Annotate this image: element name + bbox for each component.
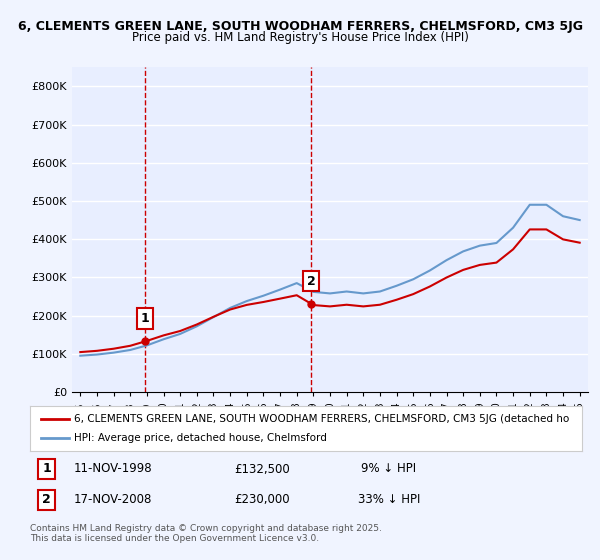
Text: 17-NOV-2008: 17-NOV-2008 xyxy=(74,493,152,506)
Text: 1: 1 xyxy=(140,312,149,325)
Text: 11-NOV-1998: 11-NOV-1998 xyxy=(73,463,152,475)
Text: 2: 2 xyxy=(42,493,51,506)
Text: 2: 2 xyxy=(307,275,316,288)
Text: Price paid vs. HM Land Registry's House Price Index (HPI): Price paid vs. HM Land Registry's House … xyxy=(131,31,469,44)
Text: 1: 1 xyxy=(42,463,51,475)
Text: HPI: Average price, detached house, Chelmsford: HPI: Average price, detached house, Chel… xyxy=(74,433,327,444)
Text: Contains HM Land Registry data © Crown copyright and database right 2025.
This d: Contains HM Land Registry data © Crown c… xyxy=(30,524,382,543)
Text: £132,500: £132,500 xyxy=(234,463,290,475)
Text: 33% ↓ HPI: 33% ↓ HPI xyxy=(358,493,420,506)
Text: 6, CLEMENTS GREEN LANE, SOUTH WOODHAM FERRERS, CHELMSFORD, CM3 5JG (detached ho: 6, CLEMENTS GREEN LANE, SOUTH WOODHAM FE… xyxy=(74,413,569,423)
Text: £230,000: £230,000 xyxy=(234,493,290,506)
Text: 9% ↓ HPI: 9% ↓ HPI xyxy=(361,463,416,475)
Text: 6, CLEMENTS GREEN LANE, SOUTH WOODHAM FERRERS, CHELMSFORD, CM3 5JG: 6, CLEMENTS GREEN LANE, SOUTH WOODHAM FE… xyxy=(17,20,583,32)
